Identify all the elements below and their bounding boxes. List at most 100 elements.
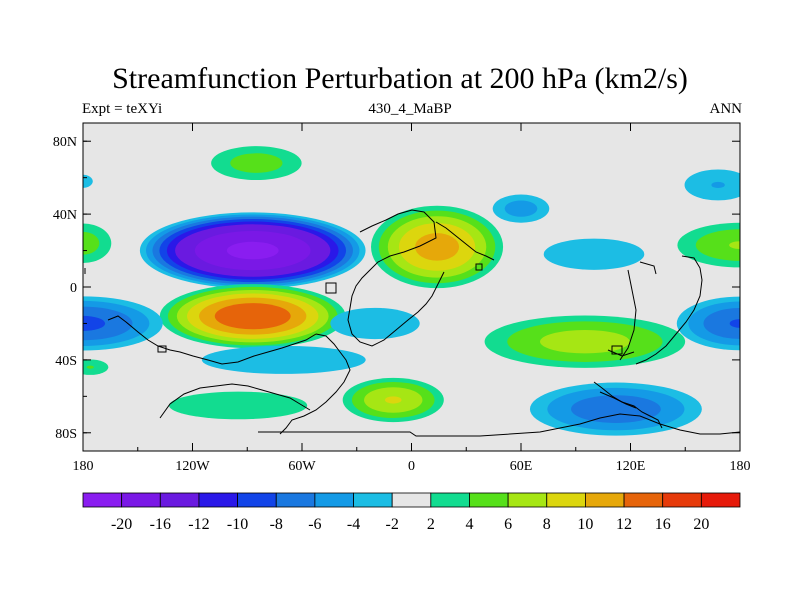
colorbar-swatch: [391, 492, 432, 508]
coastline-island-a: [325, 282, 337, 294]
contour-band: [504, 200, 538, 217]
contour-cell: [83, 359, 109, 375]
plot-title: Streamfunction Perturbation at 200 hPa (…: [112, 62, 688, 95]
contour-band: [214, 303, 291, 330]
coastlines: [84, 209, 740, 437]
x-tick-label: 60E: [510, 459, 533, 474]
x-tick-label: 180: [73, 459, 94, 474]
colorbar: -20 -16 -12 -10 -8 -6 -4 -2 2 4 6 8 10 12 16 20: [82, 492, 741, 533]
colorbar-swatch: [275, 492, 316, 508]
coastline-island-b: [157, 345, 167, 353]
colorbar-swatch: [159, 492, 200, 508]
colorbar-label: -16: [150, 516, 171, 533]
contour-cell: [529, 382, 702, 436]
colorbar-label: 6: [504, 516, 512, 533]
colorbar-label: 8: [543, 516, 551, 533]
colorbar-swatch: [121, 492, 161, 508]
contour-band: [83, 231, 100, 255]
coastline-north-america: [84, 268, 317, 365]
colorbar-label: -12: [188, 516, 209, 533]
axis-ticks: 180 120W 60W 0 60E 120E 180 80N 40N 0 40S 80S: [53, 123, 751, 474]
y-tick-label: 40S: [55, 354, 77, 369]
contour-band: [230, 153, 283, 173]
colorbar-label: -6: [308, 516, 321, 533]
coastline-south-america: [279, 333, 351, 435]
contour-band: [83, 306, 133, 341]
contour-cell: [342, 377, 444, 423]
colorbar-label: 10: [577, 516, 593, 533]
contour-band: [415, 233, 460, 261]
contour-band: [86, 365, 94, 369]
contour-cell: [371, 205, 504, 289]
colorbar-swatch: [700, 492, 741, 508]
experiment-label: Expt = teXYi: [82, 101, 163, 117]
contour-cell: [677, 222, 740, 268]
coastline-island-c: [475, 263, 483, 271]
contour-band: [226, 241, 279, 260]
contour-band: [711, 181, 725, 189]
contour-band: [83, 359, 109, 375]
contour-band: [384, 396, 402, 404]
coastline-asia-pacific: [619, 255, 703, 365]
colorbar-swatch: [469, 492, 509, 508]
contour-cell: [169, 391, 308, 420]
colorbar-label: 12: [616, 516, 632, 533]
colorbar-label: -10: [227, 516, 248, 533]
colorbar-swatch: [430, 492, 470, 508]
colorbar-swatch: [662, 492, 702, 508]
colorbar-swatch: [198, 492, 238, 508]
contour-band: [703, 307, 740, 339]
y-tick-label: 40N: [53, 208, 77, 223]
colorbar-label: -2: [386, 516, 399, 533]
contour-cell: [83, 223, 112, 264]
x-tick-label: 0: [408, 459, 415, 474]
colorbar-label: 4: [465, 516, 473, 533]
contour-cell: [543, 238, 645, 270]
contour-band: [201, 345, 366, 374]
coastline-europe-africa: [347, 209, 445, 347]
colorbar-swatch: [507, 492, 548, 508]
contour-band: [83, 315, 106, 331]
contour-band: [543, 238, 645, 270]
contour-cell: [484, 315, 686, 368]
contour-band: [330, 307, 420, 340]
colorbar-label: -8: [270, 516, 283, 533]
colorbar-swatch: [623, 492, 664, 508]
colorbar-label: -20: [111, 516, 132, 533]
colorbar-swatch: [314, 492, 354, 508]
case-label: 430_4_MaBP: [368, 101, 452, 117]
contour-cell: [159, 284, 346, 349]
contour-band: [540, 329, 630, 354]
coastline-eurasia: [435, 221, 495, 261]
colorbar-label: 16: [655, 516, 671, 533]
coastline-island-d: [611, 345, 623, 355]
colorbar-swatch: [585, 492, 625, 508]
colorbar-swatch: [237, 492, 277, 508]
contour-band: [169, 391, 308, 420]
contour-cell: [492, 194, 550, 223]
x-tick-label: 60W: [288, 459, 316, 474]
contour-cell: [211, 146, 302, 181]
contour-cell: [139, 212, 366, 289]
contour-band: [729, 241, 740, 249]
colorbar-label: -4: [347, 516, 360, 533]
colorbar-swatch: [82, 492, 123, 508]
contour-cell: [684, 169, 740, 201]
contour-band: [729, 319, 740, 328]
contour-cell: [201, 345, 366, 374]
y-tick-label: 80S: [55, 427, 77, 442]
y-tick-label: 0: [70, 281, 77, 296]
coastline-antarctica: [159, 383, 740, 437]
colorbar-swatch: [546, 492, 586, 508]
season-label: ANN: [709, 101, 743, 117]
colorbar-label: 20: [693, 516, 709, 533]
contour-cell: [83, 296, 163, 351]
colorbar-swatch: [353, 492, 393, 508]
x-tick-label: 180: [730, 459, 751, 474]
x-tick-label: 120W: [175, 459, 210, 474]
contour-cell: [676, 296, 740, 351]
contour-cell: [330, 307, 420, 340]
contour-band: [695, 229, 740, 261]
colorbar-label: 2: [427, 516, 435, 533]
